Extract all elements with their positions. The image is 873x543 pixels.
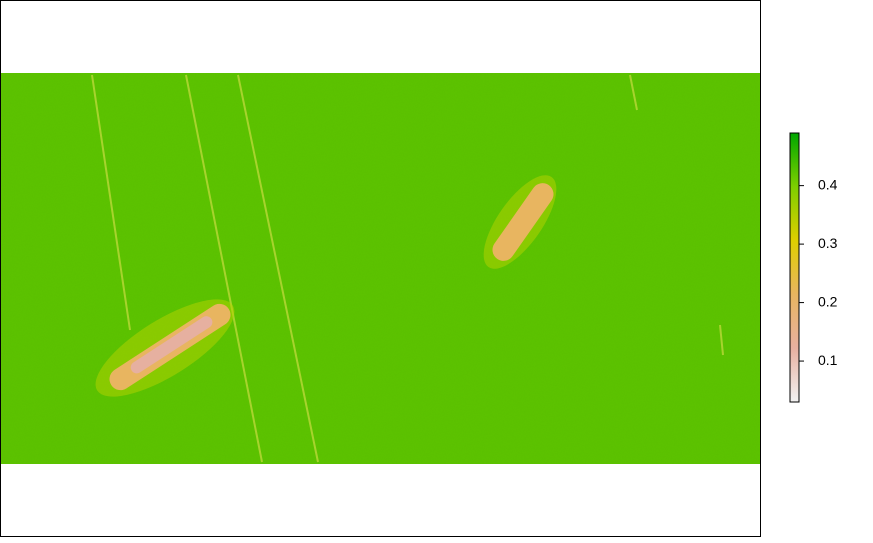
colorbar <box>789 132 800 403</box>
raster <box>0 73 761 464</box>
colorbar-tick-label: 0.2 <box>818 293 838 309</box>
colorbar-tick-label: 0.4 <box>818 176 838 192</box>
raster-texture <box>0 73 761 464</box>
colorbar-tick-label: 0.1 <box>818 352 838 368</box>
colorbar-tick-label: 0.3 <box>818 235 838 251</box>
plot-frame <box>0 0 761 537</box>
raster-streaks <box>91 74 724 463</box>
raster-objects <box>95 175 557 397</box>
